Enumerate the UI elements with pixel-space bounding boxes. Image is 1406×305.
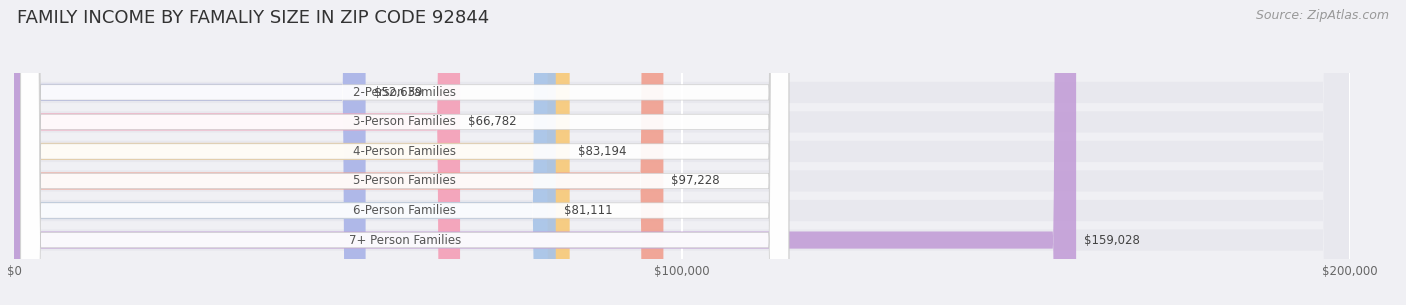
Text: 2-Person Families: 2-Person Families [353,86,457,99]
FancyBboxPatch shape [14,0,664,305]
FancyBboxPatch shape [14,0,555,305]
FancyBboxPatch shape [14,0,1350,305]
FancyBboxPatch shape [14,0,366,305]
Text: $83,194: $83,194 [578,145,626,158]
FancyBboxPatch shape [14,0,1350,305]
FancyBboxPatch shape [21,0,789,305]
Text: Source: ZipAtlas.com: Source: ZipAtlas.com [1256,9,1389,22]
Text: 4-Person Families: 4-Person Families [353,145,457,158]
FancyBboxPatch shape [14,0,1076,305]
Text: 7+ Person Families: 7+ Person Families [349,234,461,246]
FancyBboxPatch shape [21,0,789,305]
FancyBboxPatch shape [21,0,789,305]
Text: $52,639: $52,639 [374,86,422,99]
FancyBboxPatch shape [21,0,789,305]
Text: $81,111: $81,111 [564,204,613,217]
FancyBboxPatch shape [14,0,460,305]
FancyBboxPatch shape [14,0,1350,305]
Text: 5-Person Families: 5-Person Families [353,174,456,188]
FancyBboxPatch shape [21,0,789,305]
FancyBboxPatch shape [14,0,1350,305]
Text: 6-Person Families: 6-Person Families [353,204,457,217]
FancyBboxPatch shape [21,0,789,305]
FancyBboxPatch shape [14,0,1350,305]
Text: 3-Person Families: 3-Person Families [353,115,456,128]
FancyBboxPatch shape [14,0,569,305]
Text: $66,782: $66,782 [468,115,516,128]
FancyBboxPatch shape [14,0,1350,305]
Text: $97,228: $97,228 [672,174,720,188]
Text: FAMILY INCOME BY FAMALIY SIZE IN ZIP CODE 92844: FAMILY INCOME BY FAMALIY SIZE IN ZIP COD… [17,9,489,27]
Text: $159,028: $159,028 [1084,234,1140,246]
